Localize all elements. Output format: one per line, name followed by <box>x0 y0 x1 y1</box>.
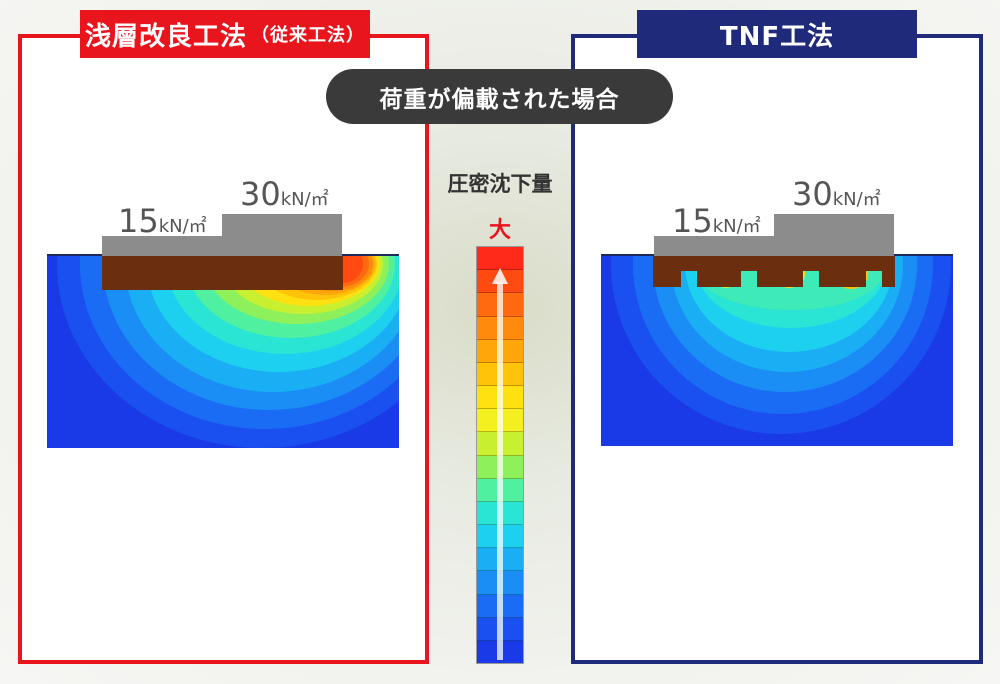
tnf-settlement-contour <box>601 254 953 446</box>
tnf-method-title: TNF工法 <box>637 10 917 58</box>
conventional-improved-slab <box>102 256 343 290</box>
legend-max-label: 大 <box>488 218 511 243</box>
tnf-load-high <box>774 214 894 256</box>
conventional-title-sub: （従来工法） <box>251 25 365 46</box>
increase-arrow-icon <box>492 268 508 660</box>
conventional-load-high-label: 30kN/㎡ <box>240 175 329 213</box>
legend-title: 圧密沈下量 <box>447 172 553 196</box>
conventional-load-low <box>102 236 222 256</box>
conventional-load-high <box>222 214 342 256</box>
tnf-load-low-label: 15kN/㎡ <box>672 202 761 240</box>
tnf-slab-with-ribs <box>653 256 895 287</box>
condition-banner: 荷重が偏載された場合 <box>326 69 673 124</box>
tnf-load-high-label: 30kN/㎡ <box>792 175 881 213</box>
colorbar-cell <box>477 247 523 271</box>
conventional-method-title: 浅層改良工法 （従来工法） <box>80 10 370 58</box>
conventional-load-low-label: 15kN/㎡ <box>118 202 207 240</box>
tnf-load-low <box>654 236 774 256</box>
conventional-settlement-contour <box>47 254 399 448</box>
conventional-title-main: 浅層改良工法 <box>84 21 247 52</box>
